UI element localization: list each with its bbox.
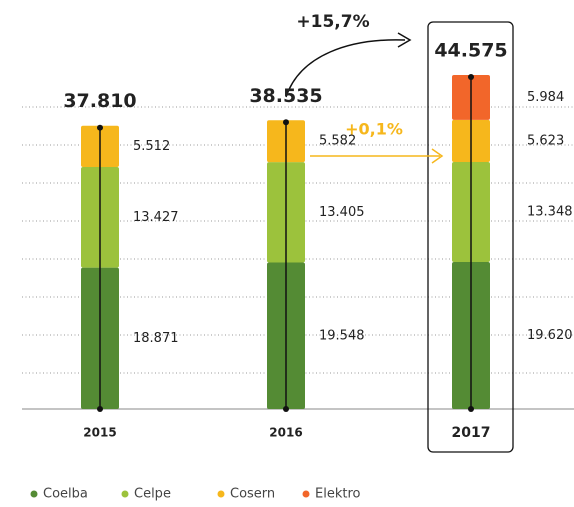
total-label: 37.810 — [63, 90, 136, 112]
value-label: 5.623 — [527, 133, 564, 148]
annotation: +15,7% — [296, 12, 369, 32]
legend-label: Coelba — [43, 487, 88, 502]
arrow-head — [397, 32, 412, 48]
annotation: +0,1% — [345, 120, 403, 139]
legend-marker — [217, 490, 225, 498]
value-label: 19.620 — [527, 328, 573, 343]
dot — [283, 119, 289, 126]
legend-marker — [302, 490, 310, 498]
value-label: 13.405 — [319, 205, 365, 220]
x-tick-label: 2016 — [269, 426, 302, 440]
value-label: 19.548 — [319, 328, 365, 343]
legend-marker — [30, 490, 38, 498]
value-label: 13.427 — [133, 210, 179, 225]
legend-label: Celpe — [134, 487, 171, 502]
legend-label: Cosern — [230, 487, 275, 502]
value-label: 13.348 — [527, 204, 573, 219]
legend-marker — [121, 490, 129, 498]
value-label: 5.512 — [133, 139, 170, 154]
dot — [97, 124, 103, 131]
x-tick-label: 2017 — [452, 425, 491, 441]
dot — [468, 74, 474, 80]
total-label: 44.575 — [434, 40, 507, 62]
dot — [283, 406, 289, 412]
total-label: 38.535 — [249, 85, 322, 107]
dot — [97, 406, 103, 412]
arrow-head — [431, 148, 444, 164]
highlight-box — [427, 21, 514, 453]
value-label: 18.871 — [133, 331, 179, 346]
legend-label: Elektro — [315, 487, 361, 502]
value-label: 5.984 — [527, 90, 564, 105]
value-label: 5.582 — [319, 134, 356, 149]
arrow — [285, 39, 406, 98]
dot — [468, 406, 474, 412]
x-tick-label: 2015 — [83, 426, 116, 440]
